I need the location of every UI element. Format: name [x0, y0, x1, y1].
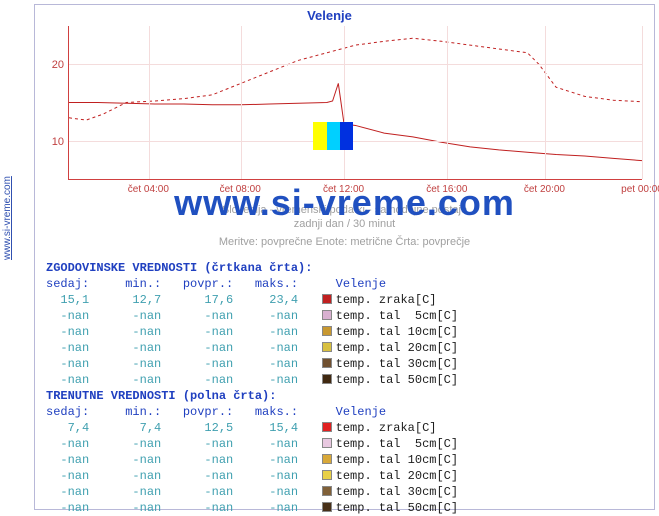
subtitle-1: Slovenija - vremenski podatki - samodejn… [34, 204, 655, 216]
table-row: -nan -nan -nan -nan temp. tal 20cm[C] [46, 340, 458, 356]
legend-label: temp. tal 50cm[C] [336, 373, 458, 387]
table-row: -nan -nan -nan -nan temp. tal 20cm[C] [46, 468, 458, 484]
legend-swatch [322, 310, 332, 320]
y-axis-labels: 10 20 [44, 26, 64, 180]
table-columns: sedaj: min.: povpr.: maks.: Velenje [46, 276, 458, 292]
legend-swatch [322, 486, 332, 496]
legend-swatch [322, 470, 332, 480]
table-row: 7,4 7,4 12,5 15,4 temp. zraka[C] [46, 420, 458, 436]
subtitle-2: zadnji dan / 30 minut [34, 218, 655, 230]
x-tick-label: čet 20:00 [524, 184, 565, 195]
y-tick-label: 10 [52, 136, 64, 148]
legend-label: temp. zraka[C] [336, 421, 437, 435]
legend-label: temp. zraka[C] [336, 293, 437, 307]
legend-swatch [322, 326, 332, 336]
chart-plot-area [68, 26, 642, 180]
table-row: -nan -nan -nan -nan temp. tal 10cm[C] [46, 452, 458, 468]
gridline-h [69, 64, 642, 65]
y-tick-label: 20 [52, 59, 64, 71]
legend-label: temp. tal 5cm[C] [336, 437, 458, 451]
table-header: TRENUTNE VREDNOSTI (polna črta): [46, 388, 458, 404]
source-link[interactable]: www.si-vreme.com [2, 176, 13, 260]
gridline-v [545, 26, 546, 179]
legend-swatch [322, 502, 332, 512]
gridline-v [642, 26, 643, 179]
legend-label: temp. tal 50cm[C] [336, 501, 458, 515]
x-tick-label: čet 04:00 [128, 184, 169, 195]
gridline-h [69, 141, 642, 142]
legend-swatch [322, 422, 332, 432]
data-tables: ZGODOVINSKE VREDNOSTI (črtkana črta):sed… [46, 260, 458, 516]
series-line [69, 83, 642, 160]
table-header: ZGODOVINSKE VREDNOSTI (črtkana črta): [46, 260, 458, 276]
legend-label: temp. tal 20cm[C] [336, 469, 458, 483]
gridline-v [149, 26, 150, 179]
logo-icon [313, 122, 353, 150]
legend-label: temp. tal 5cm[C] [336, 309, 458, 323]
legend-label: temp. tal 10cm[C] [336, 453, 458, 467]
table-row: -nan -nan -nan -nan temp. tal 50cm[C] [46, 372, 458, 388]
legend-label: temp. tal 30cm[C] [336, 485, 458, 499]
legend-label: temp. tal 30cm[C] [336, 357, 458, 371]
table-row: -nan -nan -nan -nan temp. tal 30cm[C] [46, 356, 458, 372]
chart-svg [69, 26, 642, 179]
legend-swatch [322, 438, 332, 448]
legend-swatch [322, 358, 332, 368]
series-line [69, 38, 642, 120]
x-tick-label: čet 12:00 [323, 184, 364, 195]
legend-swatch [322, 342, 332, 352]
legend-label: temp. tal 20cm[C] [336, 341, 458, 355]
x-tick-label: pet 00:00 [621, 184, 659, 195]
subtitle-3: Meritve: povprečne Enote: metrične Črta:… [34, 236, 655, 248]
legend-label: temp. tal 10cm[C] [336, 325, 458, 339]
table-columns: sedaj: min.: povpr.: maks.: Velenje [46, 404, 458, 420]
legend-swatch [322, 454, 332, 464]
table-row: -nan -nan -nan -nan temp. tal 10cm[C] [46, 324, 458, 340]
gridline-v [241, 26, 242, 179]
table-row: -nan -nan -nan -nan temp. tal 5cm[C] [46, 436, 458, 452]
table-row: 15,1 12,7 17,6 23,4 temp. zraka[C] [46, 292, 458, 308]
chart-title: Velenje [0, 8, 659, 23]
gridline-v [344, 26, 345, 179]
table-row: -nan -nan -nan -nan temp. tal 30cm[C] [46, 484, 458, 500]
legend-swatch [322, 374, 332, 384]
gridline-v [447, 26, 448, 179]
table-row: -nan -nan -nan -nan temp. tal 5cm[C] [46, 308, 458, 324]
x-tick-label: čet 16:00 [426, 184, 467, 195]
x-tick-label: čet 08:00 [220, 184, 261, 195]
legend-swatch [322, 294, 332, 304]
